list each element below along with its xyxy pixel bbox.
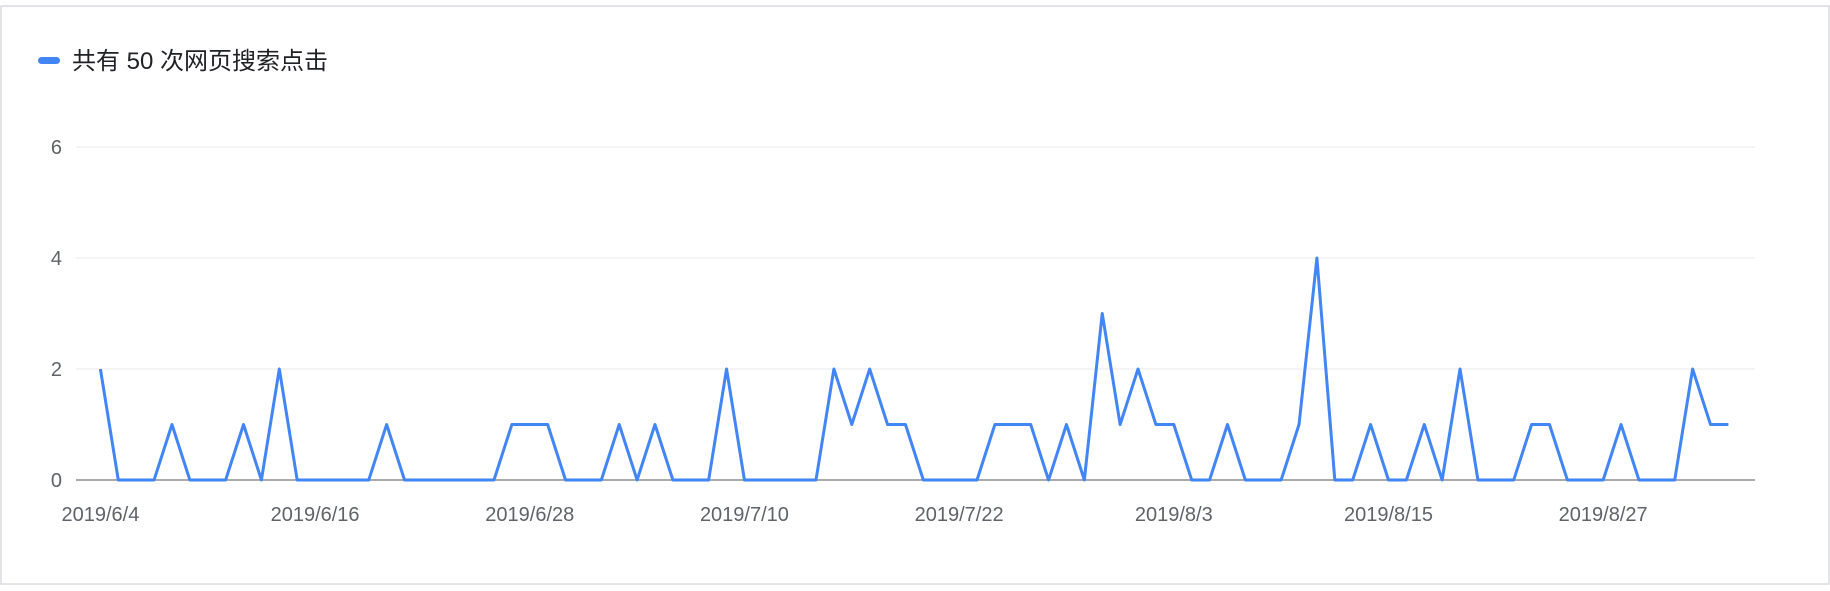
- x-tick-label: 2019/6/28: [485, 504, 574, 526]
- legend-swatch: [38, 57, 60, 64]
- card: [0, 5, 1830, 585]
- legend-label: 共有 50 次网页搜索点击: [72, 48, 328, 75]
- x-tick-label: 2019/6/16: [271, 504, 360, 526]
- x-tick-label: 2019/8/3: [1135, 504, 1213, 526]
- series-line: [98, 256, 1729, 482]
- y-tick-label: 0: [51, 470, 62, 492]
- y-tick-label: 2: [51, 359, 62, 381]
- x-tick-label: 2019/6/4: [61, 504, 139, 526]
- x-tick-label: 2019/7/10: [700, 504, 789, 526]
- x-tick-label: 2019/8/27: [1559, 504, 1648, 526]
- y-tick-label: 6: [51, 137, 62, 159]
- y-tick-label: 4: [51, 248, 62, 270]
- x-tick-label: 2019/7/22: [915, 504, 1004, 526]
- x-tick-label: 2019/8/15: [1344, 504, 1433, 526]
